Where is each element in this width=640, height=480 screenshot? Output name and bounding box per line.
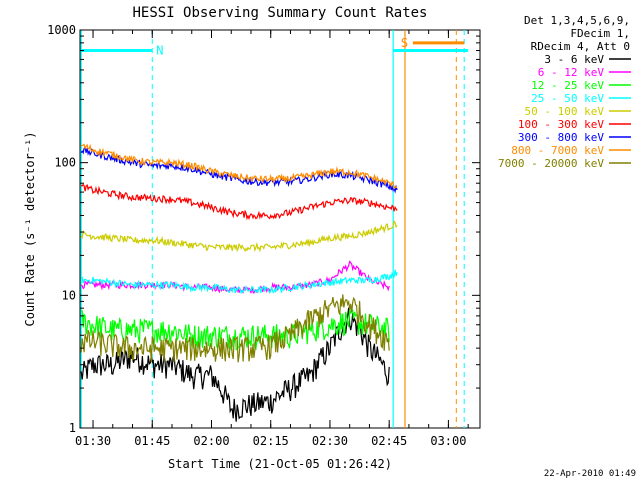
legend-header-line-1: FDecim 1,: [570, 27, 630, 40]
series-line-5: [80, 183, 398, 221]
saa-interval-label: S: [401, 36, 408, 50]
series-line-2: [81, 308, 390, 352]
x-tick-label-2: 02:00: [193, 434, 229, 448]
y-tick-label-2: 100: [54, 156, 76, 170]
series-line-6: [80, 146, 398, 194]
legend-header-line-0: Det 1,3,4,5,6,9,: [524, 14, 630, 27]
x-tick-label-0: 01:30: [75, 434, 111, 448]
legend-label-6: 300 - 800 keV: [518, 131, 604, 144]
legend-label-0: 3 - 6 keV: [544, 53, 604, 66]
legend-label-3: 25 - 50 keV: [531, 92, 604, 105]
legend-label-8: 7000 - 20000 keV: [498, 157, 604, 170]
y-tick-label-3: 1000: [47, 23, 76, 37]
legend-label-4: 50 - 100 keV: [525, 105, 605, 118]
x-tick-label-1: 01:45: [134, 434, 170, 448]
series-line-7: [81, 143, 398, 191]
y-axis-label: Count Rate (s⁻¹ detector⁻¹): [23, 131, 37, 326]
x-axis-ticks: 01:30 01:45 02:00 02:15 02:30 02:45 03:00: [75, 30, 469, 448]
x-axis-label: Start Time (21-Oct-05 01:26:42): [168, 457, 392, 471]
y-axis-ticks: 1 10 100 1000: [47, 23, 480, 435]
legend-label-2: 12 - 25 keV: [531, 79, 604, 92]
time-markers: NS: [80, 30, 469, 428]
night-interval-label: N: [156, 44, 163, 58]
series-group: [80, 143, 398, 422]
legend-header-line-2: RDecim 4, Att 0: [531, 40, 630, 53]
y-tick-label-0: 1: [69, 421, 76, 435]
legend-label-5: 100 - 300 keV: [518, 118, 604, 131]
plot-frame: [79, 29, 481, 429]
chart-title: HESSI Observing Summary Count Rates: [132, 5, 427, 21]
x-tick-label-4: 02:30: [312, 434, 348, 448]
series-line-4: [80, 219, 398, 253]
footer-timestamp: 22-Apr-2010 01:49: [544, 469, 636, 479]
legend-label-7: 800 - 7000 keV: [511, 144, 604, 157]
legend: Det 1,3,4,5,6,9,FDecim 1,RDecim 4, Att 0…: [498, 14, 631, 170]
x-tick-label-3: 02:15: [253, 434, 289, 448]
x-tick-label-6: 03:00: [430, 434, 466, 448]
y-tick-label-1: 10: [62, 288, 76, 302]
series-line-8: [80, 294, 390, 363]
x-tick-label-5: 02:45: [371, 434, 407, 448]
series-line-3: [80, 269, 398, 295]
legend-label-1: 6 - 12 keV: [538, 66, 605, 79]
series-line-1: [80, 260, 390, 295]
